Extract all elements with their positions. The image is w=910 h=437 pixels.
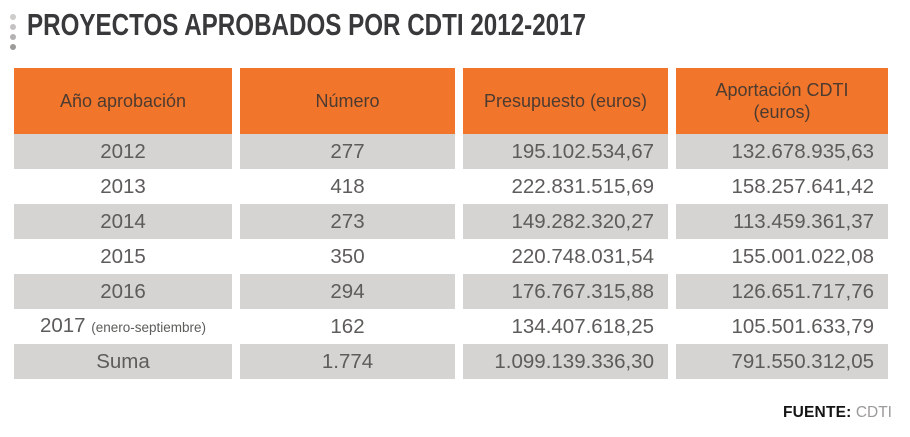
budget-cell: 222.831.515,69 <box>463 169 668 204</box>
year-cell: 2017 (enero-septiembre) <box>14 309 232 344</box>
contribution-cell: 126.651.717,76 <box>676 274 888 309</box>
contribution-cell: 132.678.935,63 <box>676 134 888 169</box>
year-cell: 2014 <box>14 204 232 239</box>
col-header-number: Número <box>240 68 455 134</box>
budget-cell: 195.102.534,67 <box>463 134 668 169</box>
number-cell: 273 <box>240 204 455 239</box>
source-label: FUENTE: <box>782 404 852 421</box>
contribution-cell: 791.550.312,05 <box>676 344 888 379</box>
contribution-cell: 105.501.633,79 <box>676 309 888 344</box>
budget-cell: 176.767.315,88 <box>463 274 668 309</box>
year-cell: 2012 <box>14 134 232 169</box>
budget-cell: 220.748.031,54 <box>463 239 668 274</box>
year-cell: Suma <box>14 344 232 379</box>
year-cell: 2015 <box>14 239 232 274</box>
header-row: Año aprobación Número Presupuesto (euros… <box>14 68 888 134</box>
table-row: 2015 350 220.748.031,54 155.001.022,08 <box>14 239 888 274</box>
cdti-projects-table: Año aprobación Número Presupuesto (euros… <box>6 68 896 379</box>
number-cell: 277 <box>240 134 455 169</box>
number-cell: 350 <box>240 239 455 274</box>
table-row: 2017 (enero-septiembre) 162 134.407.618,… <box>14 309 888 344</box>
number-cell: 294 <box>240 274 455 309</box>
table-row: 2016 294 176.767.315,88 126.651.717,76 <box>14 274 888 309</box>
title-row: PROYECTOS APROBADOS POR CDTI 2012-2017 <box>10 8 744 50</box>
table-row-total: Suma 1.774 1.099.139.336,30 791.550.312,… <box>14 344 888 379</box>
page-title: PROYECTOS APROBADOS POR CDTI 2012-2017 <box>27 7 586 42</box>
col-header-year: Año aprobación <box>14 68 232 134</box>
bullet-dot <box>10 14 16 20</box>
budget-cell: 149.282.320,27 <box>463 204 668 239</box>
contribution-cell: 155.001.022,08 <box>676 239 888 274</box>
col-header-budget: Presupuesto (euros) <box>463 68 668 134</box>
number-cell: 1.774 <box>240 344 455 379</box>
contribution-cell: 158.257.641,42 <box>676 169 888 204</box>
number-cell: 418 <box>240 169 455 204</box>
source-value: CDTI <box>855 404 892 421</box>
title-bullet-dots-icon <box>10 14 16 50</box>
budget-cell: 1.099.139.336,30 <box>463 344 668 379</box>
bullet-dot <box>10 34 16 40</box>
col-header-contribution: Aportación CDTI (euros) <box>676 68 888 134</box>
table-row: 2013 418 222.831.515,69 158.257.641,42 <box>14 169 888 204</box>
source-note: FUENTE: CDTI <box>783 404 892 422</box>
bullet-dot <box>10 24 16 30</box>
number-cell: 162 <box>240 309 455 344</box>
year-label: 2017 <box>39 313 86 337</box>
year-note: (enero-septiembre) <box>91 319 207 335</box>
year-cell: 2016 <box>14 274 232 309</box>
table-row: 2012 277 195.102.534,67 132.678.935,63 <box>14 134 888 169</box>
table-row: 2014 273 149.282.320,27 113.459.361,37 <box>14 204 888 239</box>
contribution-cell: 113.459.361,37 <box>676 204 888 239</box>
budget-cell: 134.407.618,25 <box>463 309 668 344</box>
year-cell: 2013 <box>14 169 232 204</box>
bullet-dot <box>10 44 16 50</box>
